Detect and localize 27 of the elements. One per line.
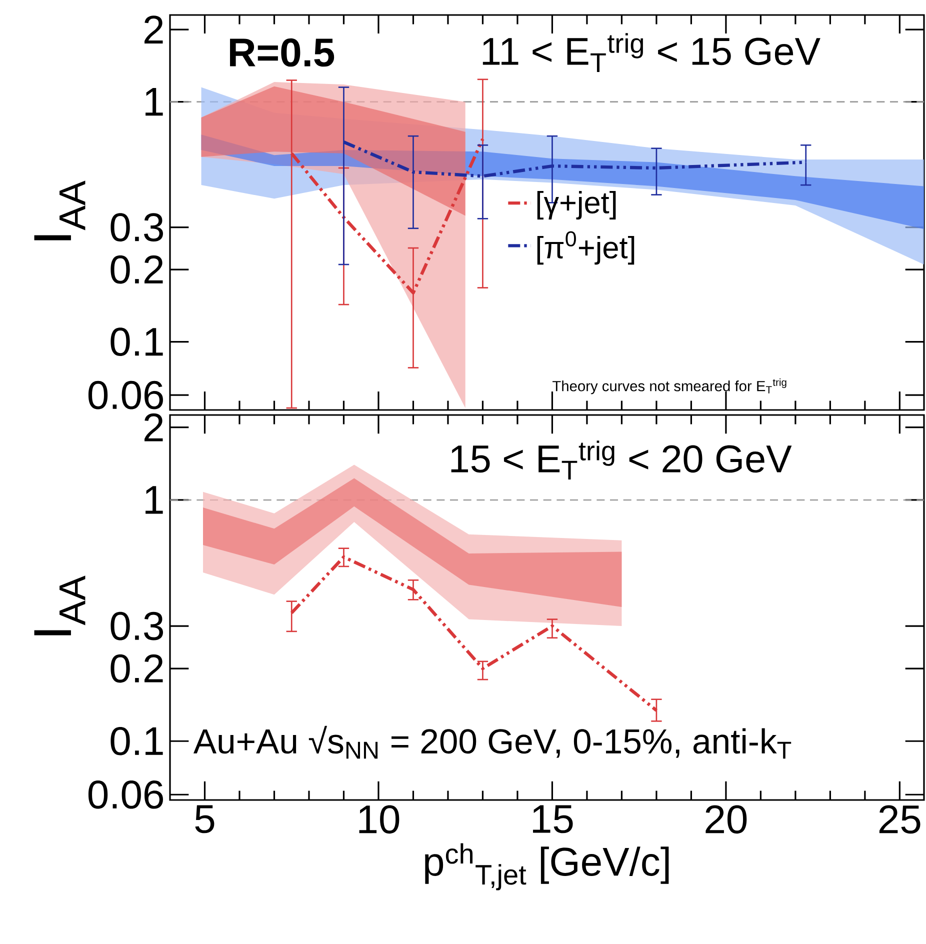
y-tick-label: 0.2 bbox=[110, 255, 163, 284]
y-tick-label: 0.1 bbox=[110, 726, 163, 756]
x-tick-label: 15 bbox=[533, 805, 573, 834]
annotation: Theory curves not smeared for E$_{T}$trig bbox=[552, 378, 786, 394]
x-tick-label: 5 bbox=[195, 805, 214, 834]
annotation: 15 < E$_{T}$$^{trig}$ < 20 GeV bbox=[451, 440, 792, 480]
x-axis-title: p$^{ch}$$_{T,jet}$ [GeV/c] bbox=[425, 843, 669, 890]
y-axis-title: I$_{AA}$ bbox=[34, 576, 86, 636]
annotation: Au+Au √s$_{NN}$ = 200 GeV, 0-15%, anti-k$_{T}$ bbox=[193, 726, 792, 759]
legend-label: [π$^{0}$+jet] bbox=[537, 231, 634, 265]
x-tick-label: 20 bbox=[706, 805, 747, 834]
y-tick-label: 0.2 bbox=[110, 654, 163, 683]
x-tick-label: 25 bbox=[879, 805, 920, 834]
annotation: 11 < E$_{T}$$^{trig}$ < 15 GeV bbox=[482, 33, 820, 72]
y-tick-label: 2 bbox=[144, 16, 163, 44]
y-tick-label: 0.06 bbox=[88, 380, 163, 410]
x-tick-label: 10 bbox=[359, 805, 400, 834]
annotation: R=0.5 bbox=[230, 38, 334, 67]
y-tick-label: 0.06 bbox=[88, 780, 163, 809]
y-tick-label: 1 bbox=[146, 486, 163, 514]
y-axis-title: I$_{AA}$ bbox=[34, 180, 86, 240]
y-tick-label: 1 bbox=[146, 88, 163, 116]
y-tick-label: 0.3 bbox=[110, 213, 164, 242]
y-tick-label: 0.3 bbox=[110, 612, 164, 640]
legend-label: [γ+jet] bbox=[537, 190, 616, 220]
y-tick-label: 2 bbox=[144, 413, 163, 442]
y-tick-label: 0.1 bbox=[110, 328, 163, 356]
